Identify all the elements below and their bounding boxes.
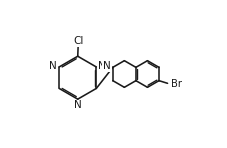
Text: N: N <box>49 61 57 71</box>
Text: Cl: Cl <box>73 36 83 46</box>
Text: N: N <box>103 61 110 71</box>
Text: N: N <box>98 61 106 71</box>
Text: N: N <box>74 100 81 110</box>
Text: Br: Br <box>171 79 182 89</box>
